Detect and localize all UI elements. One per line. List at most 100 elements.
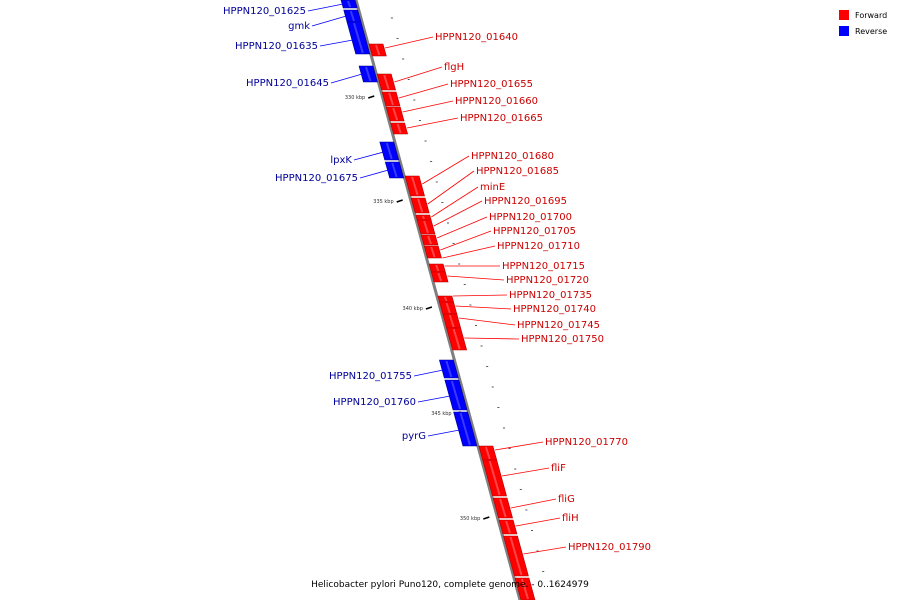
gene-shading [383, 74, 390, 90]
genome-axis [354, 0, 522, 600]
gene-label-forward: fliH [562, 513, 579, 524]
gene-label-forward: minE [480, 182, 505, 193]
gene-shading [396, 123, 402, 134]
gene-label-forward: HPPN120_01640 [435, 32, 518, 43]
gene-label-forward: HPPN120_01750 [521, 334, 604, 345]
gene-shading [391, 162, 398, 178]
gene-shading [435, 264, 440, 272]
gene-shading [430, 246, 436, 258]
gene-shading [509, 536, 523, 576]
gene-label-forward: HPPN120_01705 [493, 226, 576, 237]
gene-label-forward: flgH [444, 62, 464, 73]
label-leader [402, 100, 454, 113]
gene-shading [499, 498, 507, 518]
gene-label-forward: HPPN120_01710 [497, 241, 580, 252]
tick-label: 350 kbp [460, 516, 480, 522]
gene-label-forward: HPPN120_01715 [502, 261, 585, 272]
label-leader [385, 36, 434, 49]
gene-label-reverse: HPPN120_01755 [329, 371, 412, 382]
minor-ticks [390, 17, 545, 572]
tick-label: 340 kbp [403, 306, 423, 312]
label-leader [398, 83, 449, 99]
label-leader [417, 395, 451, 403]
gene-label-reverse: HPPN120_01760 [333, 397, 416, 408]
gene-shading [349, 10, 355, 22]
gene-shading [445, 360, 453, 378]
label-leader [307, 3, 344, 12]
tick-label: 345 kbp [431, 411, 451, 417]
gene-shading [411, 176, 419, 196]
gene-label-forward: HPPN120_01695 [484, 196, 567, 207]
label-leader [433, 200, 483, 227]
label-leader [452, 294, 508, 297]
gene-shading [427, 235, 432, 245]
label-leader [510, 498, 557, 509]
label-leader [523, 546, 567, 555]
gene-label-reverse: gmk [288, 21, 310, 32]
gene-shading [365, 66, 372, 82]
genome-caption: Helicobacter pylori Puno120, complete ge… [311, 580, 589, 590]
label-leader [440, 230, 492, 251]
gene-shading [443, 296, 448, 302]
gene-label-forward: HPPN120_01665 [460, 113, 543, 124]
major-tick [367, 95, 375, 99]
gene-shading [448, 314, 455, 328]
gene-label-reverse: HPPN120_01635 [235, 41, 318, 52]
gene-label-reverse: HPPN120_01645 [246, 78, 329, 89]
label-leader [458, 317, 516, 326]
gene-label-forward: HPPN120_01735 [509, 290, 592, 301]
tick-label: 335 kbp [373, 199, 393, 205]
label-leader [502, 467, 550, 477]
major-tick [483, 516, 490, 520]
gene-label-forward: HPPN120_01740 [513, 304, 596, 315]
label-leader [494, 441, 544, 451]
gene-shading [488, 460, 501, 496]
gene-shading [385, 142, 393, 160]
gene-shading [421, 215, 426, 220]
label-leader [427, 170, 475, 205]
label-leader [359, 169, 389, 179]
gene-shading [505, 520, 511, 534]
gene-label-forward: fliG [558, 494, 575, 505]
legend-swatch-reverse [839, 26, 849, 36]
gene-shading [521, 578, 529, 600]
gene-label-forward: HPPN120_01720 [506, 275, 589, 286]
label-leader [455, 305, 512, 310]
gene-shading [347, 0, 352, 8]
legend-label-forward: Forward [855, 11, 887, 20]
tick-label: 330 kbp [345, 95, 365, 101]
label-leader [427, 429, 460, 437]
label-leader [330, 73, 363, 84]
gene-label-forward: HPPN120_01680 [471, 151, 554, 162]
legend-label-reverse: Reverse [855, 27, 887, 36]
gene-shading [484, 446, 491, 460]
label-leader [436, 216, 488, 239]
gene-label-reverse: pyrG [402, 431, 426, 442]
gene-label-reverse: lpxK [330, 155, 352, 166]
major-tick [425, 306, 433, 310]
gene-label-forward: HPPN120_01790 [568, 542, 651, 553]
label-leader [413, 369, 444, 377]
legend: Forward Reverse [839, 10, 887, 36]
gene-features [340, 0, 536, 600]
gene-label-forward: HPPN120_01770 [545, 437, 628, 448]
gene-shading [353, 22, 364, 54]
gene-shading [417, 198, 424, 213]
gene-shading [459, 412, 471, 446]
label-leader [431, 186, 479, 218]
gene-label-forward: HPPN120_01700 [489, 212, 572, 223]
gene-label-forward: HPPN120_01685 [476, 166, 559, 177]
label-leader [515, 517, 561, 527]
gene-shading [445, 302, 451, 314]
gene-shading [375, 44, 381, 56]
gene-label-forward: HPPN120_01660 [455, 96, 538, 107]
major-tick [396, 199, 403, 203]
label-leader [406, 117, 459, 129]
label-leader [311, 15, 347, 27]
gene-label-reverse: HPPN120_01625 [223, 6, 306, 17]
label-leader [319, 39, 354, 47]
gene-label-reverse: HPPN120_01675 [275, 173, 358, 184]
label-leader [353, 151, 384, 161]
